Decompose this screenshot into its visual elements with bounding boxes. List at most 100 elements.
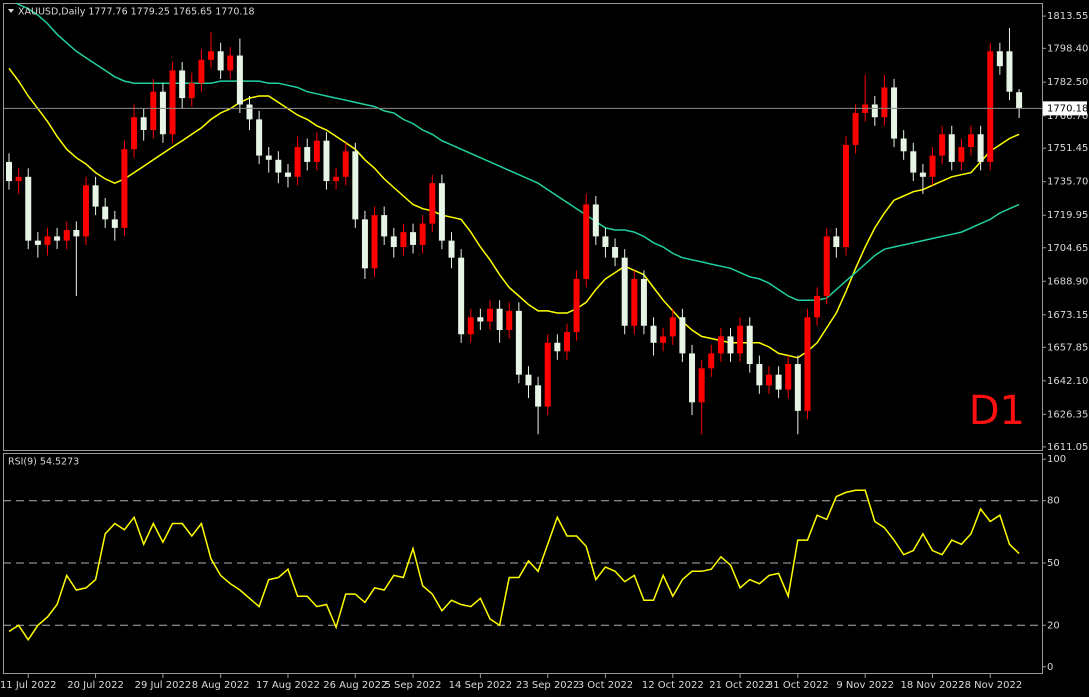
candle-body [746, 325, 753, 365]
candle-body [429, 183, 436, 224]
candle-body [602, 236, 609, 248]
candle-body [573, 278, 580, 333]
candle-body [121, 149, 128, 228]
candle-body [381, 215, 388, 237]
y-tick-label: 1688.90 [1047, 276, 1088, 287]
y-tick-label: 1766.70 [1047, 111, 1088, 122]
candle-body [698, 368, 705, 403]
candle-body [323, 140, 330, 182]
candle-body [73, 230, 80, 237]
x-tick-label: 18 Nov 2022 [900, 680, 964, 691]
x-tick-label: 26 Aug 2022 [323, 680, 387, 691]
candle-body [679, 317, 686, 354]
candle-body [496, 308, 503, 331]
candle-body [987, 51, 994, 162]
candle-body [640, 278, 647, 326]
candle-body [179, 70, 186, 99]
candle-body [968, 134, 974, 148]
candle-body [515, 310, 522, 375]
candle-body [814, 295, 821, 318]
candle-body [371, 215, 378, 269]
menu-triangle [8, 9, 14, 13]
x-tick-label: 21 Oct 2022 [709, 680, 771, 691]
candle-body [958, 147, 965, 162]
candle-body [583, 204, 590, 279]
candle-body [82, 185, 89, 237]
candle-body [438, 183, 445, 241]
candle-body [785, 364, 792, 390]
candle-body [506, 310, 513, 331]
candle-body [794, 364, 801, 411]
candle-body [689, 353, 696, 403]
candle-body [448, 240, 455, 258]
candle-body [775, 374, 782, 390]
y-tick-label: 1642.10 [1047, 376, 1088, 387]
candle-body [852, 112, 859, 145]
y-tick-label: 1611.05 [1047, 442, 1088, 453]
y-tick-label: 1751.45 [1047, 143, 1088, 154]
candle-body [169, 70, 176, 135]
chart-title: XAUUSD,Daily 1777.76 1779.25 1765.65 177… [18, 7, 255, 18]
candle-body [1006, 51, 1013, 92]
candle-body [217, 51, 224, 71]
y-tick-label: 100 [1047, 454, 1066, 465]
candle-body [833, 236, 840, 248]
rsi-line [8, 489, 1020, 642]
x-tick-label: 17 Aug 2022 [256, 680, 320, 691]
candle-body [410, 232, 417, 245]
candle-body [910, 151, 917, 173]
candle-body [727, 336, 734, 354]
candle-body [361, 219, 368, 269]
candle-body [554, 342, 561, 352]
y-tick-label: 1735.70 [1047, 177, 1088, 188]
candle-body [1016, 92, 1023, 109]
candle-body [660, 336, 667, 343]
last-price-label: 1770.18 [1047, 103, 1088, 114]
moving-average-line [8, 67, 1020, 359]
candle-body [631, 278, 638, 326]
candle-body [313, 140, 320, 162]
candle-body [102, 206, 109, 220]
candle-body [804, 317, 811, 411]
x-tick-label: 28 Nov 2022 [958, 680, 1022, 691]
x-tick-label: 20 Jul 2022 [67, 680, 124, 691]
candle-body [842, 144, 849, 248]
candle-body [63, 230, 70, 241]
x-tick-label: 3 Oct 2022 [578, 680, 633, 691]
y-tick-label: 1798.40 [1047, 43, 1088, 54]
candle-body [188, 83, 195, 99]
candle-body [708, 353, 715, 369]
candle-body [150, 91, 157, 131]
candle-body [525, 374, 532, 386]
y-tick-label: 20 [1047, 620, 1060, 631]
y-tick-label: 0 [1047, 662, 1053, 673]
y-tick-label: 1626.35 [1047, 409, 1088, 420]
candle-body [15, 176, 22, 182]
candle-body [34, 240, 41, 245]
candle-body [871, 104, 878, 118]
y-tick-label: 1719.95 [1047, 210, 1088, 221]
candle-body [294, 147, 301, 177]
candle-body [737, 325, 744, 354]
candle-body [246, 104, 253, 120]
candle-body [900, 138, 907, 152]
candle-body [977, 134, 984, 162]
candle-body [467, 317, 474, 335]
y-tick-label: 1782.50 [1047, 77, 1088, 88]
candle-body [140, 117, 147, 131]
candle-body [996, 51, 1003, 67]
candle-body [919, 172, 926, 177]
candle-body [54, 236, 61, 241]
x-tick-label: 8 Aug 2022 [192, 680, 250, 691]
candle-body [948, 134, 955, 162]
candle-body [592, 204, 599, 237]
candle-body [390, 236, 397, 248]
x-tick-label: 5 Sep 2022 [385, 680, 442, 691]
rsi-plot [3, 489, 1042, 642]
candle-body [756, 364, 763, 386]
candle-body [487, 308, 493, 322]
candle-body [891, 87, 898, 139]
y-tick-label: 1704.65 [1047, 243, 1088, 254]
